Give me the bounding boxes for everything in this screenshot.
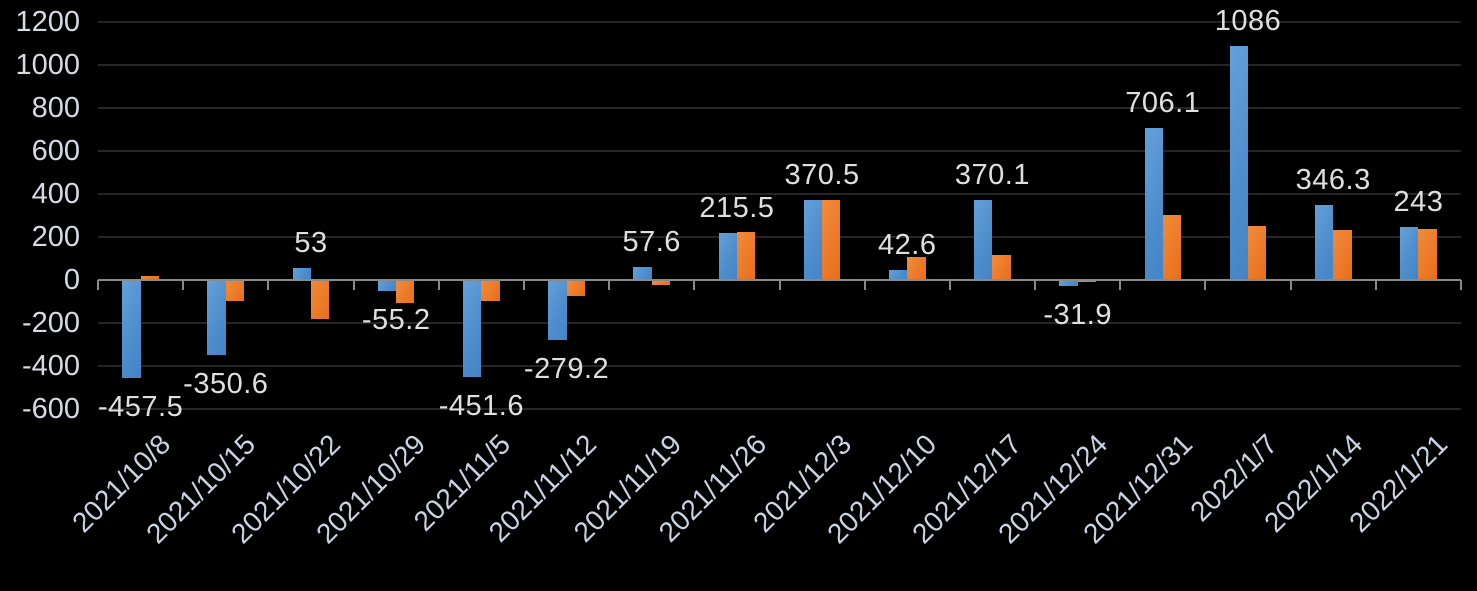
data-label: 346.3 — [1295, 164, 1371, 197]
bar-orange-series — [1333, 230, 1352, 280]
data-label: 370.1 — [954, 158, 1030, 191]
bar-blue-series — [974, 199, 993, 280]
gridline — [98, 407, 1461, 410]
bar-blue-series — [1400, 227, 1419, 280]
data-label: -350.6 — [183, 367, 269, 400]
bar-orange-series — [822, 199, 841, 280]
bar-blue-series — [122, 279, 141, 378]
axis-tick — [1374, 280, 1377, 290]
data-label: -279.2 — [523, 352, 610, 385]
gridline — [98, 364, 1461, 367]
gridline — [98, 192, 1461, 195]
bar-blue-series — [633, 267, 652, 280]
y-tick-label: 800 — [31, 91, 80, 124]
bar-blue-series — [292, 268, 311, 280]
gridline — [98, 321, 1461, 324]
x-axis-line — [98, 278, 1461, 281]
y-tick-label: -200 — [21, 306, 80, 339]
axis-tick — [1289, 280, 1292, 290]
bar-orange-series — [1248, 225, 1267, 280]
axis-tick — [1460, 280, 1462, 290]
bar-orange-series — [225, 279, 245, 301]
axis-tick — [97, 280, 99, 290]
axis-tick — [863, 280, 866, 290]
bar-blue-series — [463, 279, 482, 377]
bar-blue-series — [1059, 279, 1078, 287]
bar-orange-series — [481, 279, 500, 301]
data-label: -31.9 — [1043, 299, 1112, 332]
data-label: 215.5 — [699, 192, 775, 225]
gridline — [98, 149, 1461, 152]
data-label: 1086 — [1214, 5, 1282, 37]
y-tick-label: 400 — [31, 177, 80, 210]
axis-tick — [693, 280, 696, 290]
bar-orange-series — [907, 256, 926, 280]
bar-blue-series — [548, 279, 567, 340]
gridline — [98, 235, 1461, 238]
bar-orange-series — [566, 279, 585, 296]
gridline — [98, 106, 1461, 109]
data-label: 57.6 — [622, 226, 681, 259]
y-tick-label: 200 — [31, 220, 80, 253]
gridline — [98, 63, 1461, 66]
axis-tick — [608, 280, 611, 290]
gridline — [98, 20, 1461, 23]
data-label: 53 — [294, 227, 328, 260]
data-label: -451.6 — [438, 389, 524, 422]
data-label: 370.5 — [784, 158, 860, 191]
bar-blue-series — [888, 270, 908, 280]
data-label: 706.1 — [1125, 86, 1201, 119]
bar-orange-series — [1077, 279, 1096, 282]
bar-blue-series — [377, 279, 397, 292]
bar-blue-series — [803, 199, 823, 280]
y-tick-label: -400 — [21, 349, 80, 382]
y-tick-label: -600 — [21, 392, 80, 425]
data-label: 42.6 — [878, 229, 937, 262]
axis-tick — [182, 280, 185, 290]
y-tick-label: 600 — [31, 134, 80, 167]
y-tick-label: 0 — [63, 263, 80, 296]
y-tick-label: 1200 — [15, 5, 80, 38]
axis-tick — [1034, 280, 1037, 290]
x-axis-label: 2021/10/8 — [65, 428, 176, 539]
bar-blue-series — [1229, 46, 1249, 280]
axis-tick — [1204, 280, 1207, 290]
bar-orange-series — [1162, 215, 1182, 280]
axis-tick — [267, 280, 270, 290]
bar-blue-series — [1314, 205, 1334, 280]
axis-tick — [352, 280, 355, 290]
bar-orange-series — [651, 279, 671, 285]
data-label: -55.2 — [361, 304, 431, 337]
bar-blue-series — [1144, 127, 1163, 280]
axis-tick — [437, 280, 440, 290]
bar-orange-series — [992, 255, 1011, 280]
axis-tick — [778, 280, 781, 290]
bar-blue-series — [207, 279, 226, 355]
bar-orange-series — [140, 276, 159, 280]
data-label: 243 — [1393, 186, 1444, 219]
axis-tick — [522, 280, 525, 290]
bar-blue-series — [718, 233, 737, 280]
y-tick-label: 1000 — [15, 48, 80, 81]
axis-tick — [948, 280, 951, 290]
bar-orange-series — [310, 279, 330, 320]
bar-orange-series — [396, 279, 415, 304]
bar-orange-series — [736, 232, 756, 280]
data-label: -457.5 — [97, 390, 184, 423]
axis-tick — [1119, 280, 1122, 290]
bar-orange-series — [1418, 228, 1437, 280]
